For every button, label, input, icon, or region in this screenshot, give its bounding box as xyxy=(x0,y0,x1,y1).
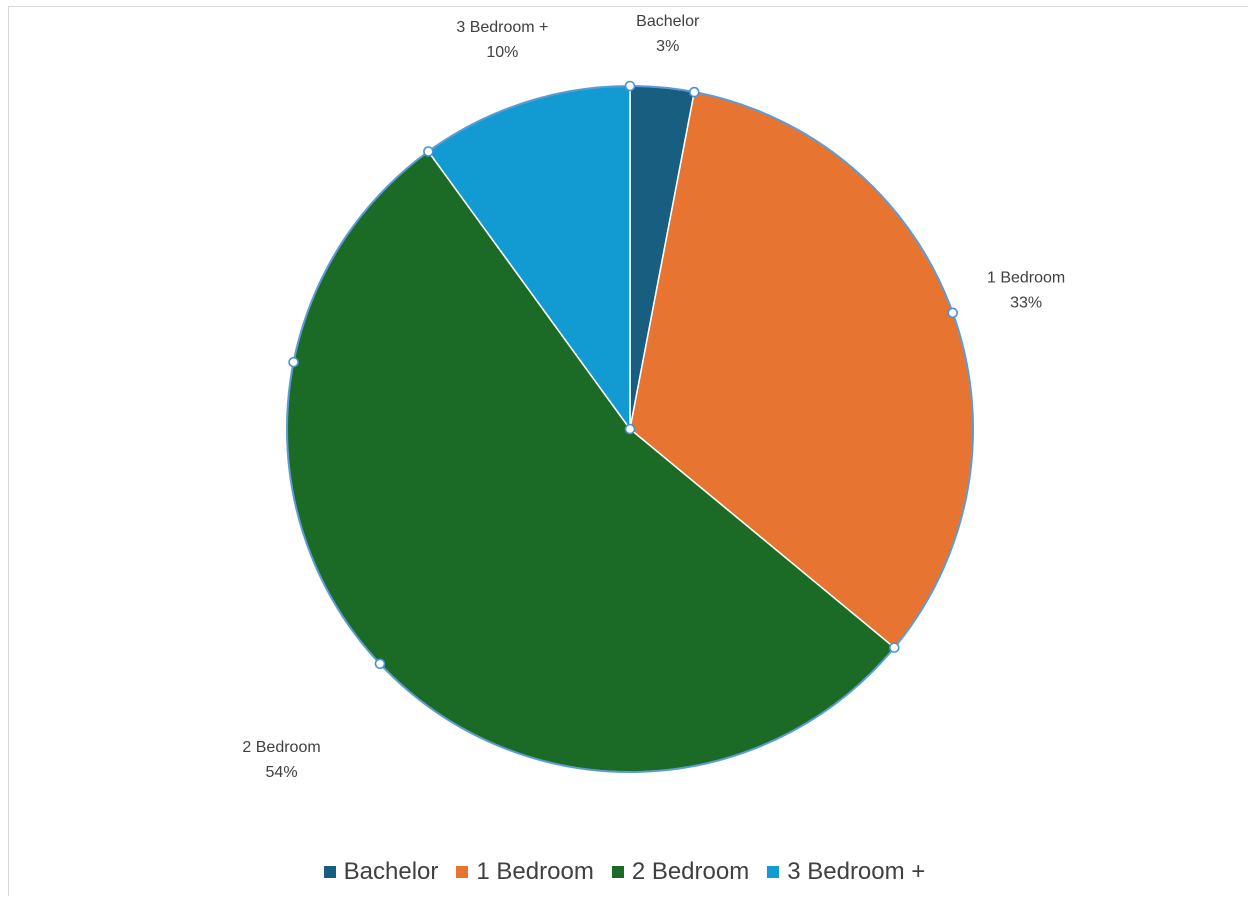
selection-handle[interactable] xyxy=(423,146,434,157)
legend-label-2-bedroom: 2 Bedroom xyxy=(631,858,750,885)
data-label-value-bachelor: 3% xyxy=(656,38,679,55)
legend-label-bachelor: Bachelor xyxy=(343,858,439,885)
selection-handle[interactable] xyxy=(374,658,386,670)
data-label-3-bedroom-plus[interactable]: 3 Bedroom + 10% xyxy=(456,19,548,61)
legend-item-bachelor[interactable]: Bachelor xyxy=(323,858,439,886)
legend-item-1-bedroom[interactable]: 1 Bedroom xyxy=(456,858,594,886)
selection-handle[interactable] xyxy=(624,423,636,435)
data-label-value-1-bedroom: 33% xyxy=(1010,294,1042,311)
legend-label-3-bedroom-plus: 3 Bedroom + xyxy=(787,858,926,885)
data-label-name-1-bedroom: 1 Bedroom xyxy=(987,269,1065,286)
selection-handle[interactable] xyxy=(288,356,299,368)
legend-item-2-bedroom[interactable]: 2 Bedroom xyxy=(611,858,750,886)
data-label-name-3-bedroom-plus: 3 Bedroom + xyxy=(456,19,548,36)
selection-handle[interactable] xyxy=(688,86,700,98)
legend-swatch-3-bedroom-plus xyxy=(767,866,780,878)
data-label-bachelor[interactable]: Bachelor 3% xyxy=(636,13,700,55)
legend-label-1-bedroom: 1 Bedroom xyxy=(476,858,594,885)
data-label-2-bedroom[interactable]: 2 Bedroom 54% xyxy=(242,739,320,781)
chart-area[interactable] xyxy=(8,6,1248,896)
legend[interactable]: Bachelor 1 Bedroom 2 Bedroom 3 Bedroom + xyxy=(0,858,1249,886)
legend-item-3-bedroom-plus[interactable]: 3 Bedroom + xyxy=(767,858,925,886)
selection-handle[interactable] xyxy=(888,642,900,653)
data-label-value-2-bedroom: 54% xyxy=(266,764,298,781)
data-label-name-bachelor: Bachelor xyxy=(636,13,700,30)
data-label-name-2-bedroom: 2 Bedroom xyxy=(242,739,320,756)
data-label-value-3-bedroom-plus: 10% xyxy=(486,44,518,61)
selection-handle[interactable] xyxy=(624,80,636,92)
legend-swatch-bachelor xyxy=(323,866,336,878)
selection-handle[interactable] xyxy=(947,307,959,319)
data-label-1-bedroom[interactable]: 1 Bedroom 33% xyxy=(987,269,1065,311)
legend-swatch-2-bedroom xyxy=(611,866,624,878)
legend-swatch-1-bedroom xyxy=(456,866,469,878)
